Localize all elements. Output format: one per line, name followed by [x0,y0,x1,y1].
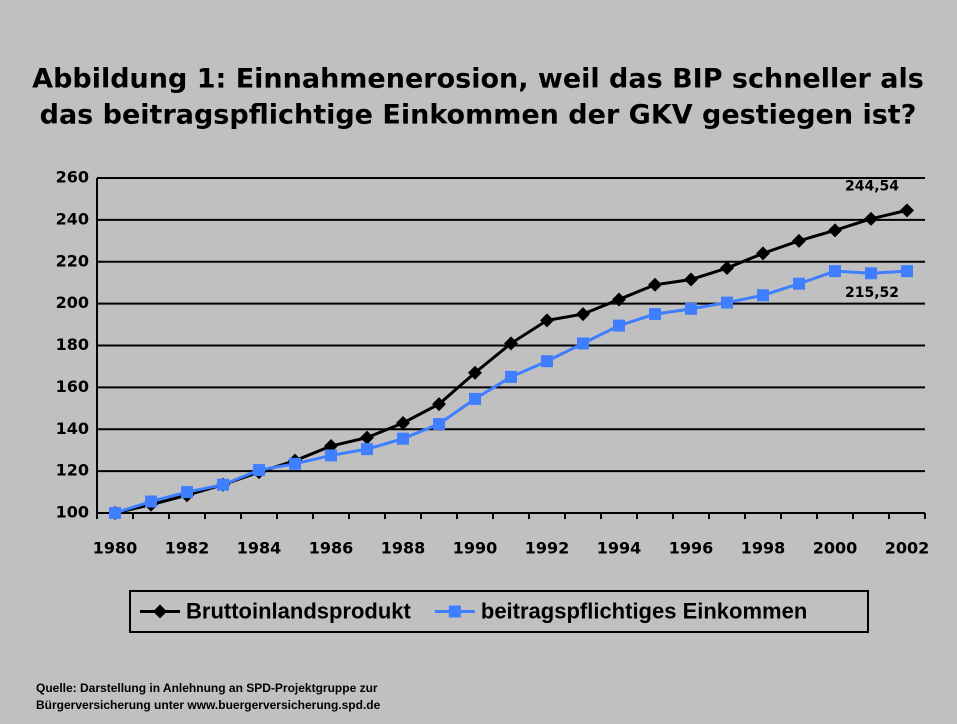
y-tick-label: 120 [56,461,89,480]
y-tick-label: 260 [56,168,89,187]
marker [360,430,374,445]
marker [649,308,661,321]
marker [217,478,229,491]
marker [793,277,805,290]
marker [648,277,662,292]
source-note: Quelle: Darstellung in Anlehnung an SPD-… [36,681,378,695]
marker [361,443,373,456]
marker [864,211,878,226]
chart-title: Abbildung 1: Einnahmenerosion, weil das … [32,64,924,95]
marker [577,337,589,350]
marker [505,370,517,383]
marker [612,292,626,307]
marker [829,265,841,278]
legend-box [129,590,869,633]
data-label: 215,52 [845,285,899,301]
marker [901,265,913,278]
marker [541,355,553,368]
x-tick-label: 1980 [93,539,138,558]
y-tick-label: 180 [56,335,89,354]
marker [900,203,914,218]
marker [432,397,446,412]
y-tick-label: 200 [56,293,89,312]
x-tick-label: 2002 [885,539,930,558]
marker [828,223,842,238]
marker [685,302,697,315]
marker [540,313,554,328]
marker [448,605,461,618]
y-tick-label: 220 [56,251,89,270]
y-tick-label: 240 [56,209,89,228]
marker [289,457,301,470]
x-tick-label: 1990 [453,539,498,558]
marker [253,464,265,477]
marker [145,495,157,508]
marker [757,289,769,302]
marker [721,296,733,309]
chart-title: das beitragspflichtige Einkommen der GKV… [40,100,917,131]
marker [397,432,409,445]
x-tick-label: 1992 [525,539,570,558]
x-tick-label: 1998 [741,539,786,558]
marker [684,272,698,287]
x-tick-label: 1988 [381,539,426,558]
data-label: 244,54 [845,178,899,194]
marker [181,486,193,499]
marker [576,307,590,322]
x-tick-label: 1994 [597,539,642,558]
marker [504,336,518,351]
marker [720,261,734,276]
source-note: Bürgerversicherung unter www.buergervers… [36,698,381,712]
marker [865,267,877,280]
marker [325,449,337,462]
marker [613,319,625,332]
legend-label: beitragspflichtiges Einkommen [481,598,807,623]
marker [468,365,482,380]
marker [153,604,167,619]
y-tick-label: 160 [56,377,89,396]
marker [433,418,445,431]
marker [469,392,481,405]
marker [792,233,806,248]
x-tick-label: 1982 [165,539,210,558]
x-tick-label: 1984 [237,539,282,558]
marker [396,415,410,430]
marker [756,246,770,261]
legend-label: Bruttoinlandsprodukt [186,598,412,623]
y-tick-label: 100 [56,503,89,522]
x-tick-label: 1986 [309,539,354,558]
x-tick-label: 2000 [813,539,858,558]
y-tick-label: 140 [56,419,89,438]
x-tick-label: 1996 [669,539,714,558]
marker [109,507,121,519]
